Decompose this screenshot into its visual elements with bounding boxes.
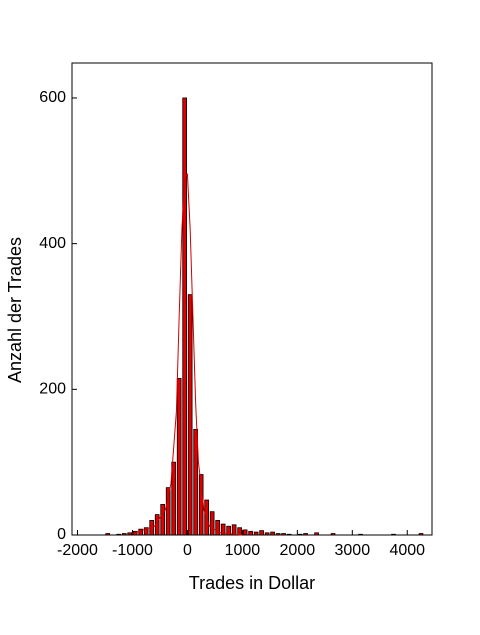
bar	[270, 531, 275, 536]
bar	[391, 533, 396, 536]
bar	[160, 504, 166, 536]
bar	[242, 529, 248, 536]
bar	[253, 531, 259, 536]
x-tick-label: -1000	[112, 542, 153, 559]
bar	[281, 533, 286, 536]
bar	[226, 525, 231, 536]
x-tick-label: 2000	[280, 542, 316, 559]
y-tick-label: 0	[57, 526, 66, 543]
bar	[248, 530, 253, 536]
bar	[314, 532, 319, 536]
y-tick-label: 600	[39, 89, 66, 106]
bar	[303, 533, 308, 536]
bar	[138, 528, 144, 536]
bar	[121, 533, 127, 536]
bar	[259, 530, 264, 536]
fit-curve	[132, 173, 243, 536]
bar	[116, 533, 122, 536]
bar	[297, 533, 303, 536]
bar	[231, 524, 237, 536]
x-tick-label: 1000	[225, 542, 261, 559]
bar	[215, 520, 220, 536]
bar	[143, 527, 149, 536]
x-axis-label: Trades in Dollar	[189, 573, 315, 593]
bar	[193, 428, 198, 536]
y-tick-label: 200	[39, 381, 66, 398]
x-tick-label: 4000	[389, 542, 425, 559]
bar	[330, 533, 336, 536]
y-tick-label: 400	[39, 235, 66, 252]
bar	[418, 533, 424, 536]
bar	[105, 533, 111, 536]
bar	[176, 377, 182, 536]
bar	[209, 511, 215, 536]
bar	[275, 533, 281, 536]
bar	[264, 532, 270, 536]
bar	[127, 532, 133, 536]
bar	[171, 461, 177, 536]
x-tick-label: 0	[183, 542, 192, 559]
bar	[220, 523, 226, 536]
bar	[187, 294, 193, 536]
plot-frame	[71, 62, 433, 536]
bar	[237, 527, 242, 536]
bar	[286, 533, 292, 536]
bar	[182, 97, 187, 536]
bar	[165, 487, 171, 536]
x-tick-label: 3000	[335, 542, 371, 559]
bar	[358, 533, 363, 536]
x-tick-label: -2000	[57, 542, 98, 559]
y-axis-label: Anzahl der Trades	[5, 237, 25, 383]
